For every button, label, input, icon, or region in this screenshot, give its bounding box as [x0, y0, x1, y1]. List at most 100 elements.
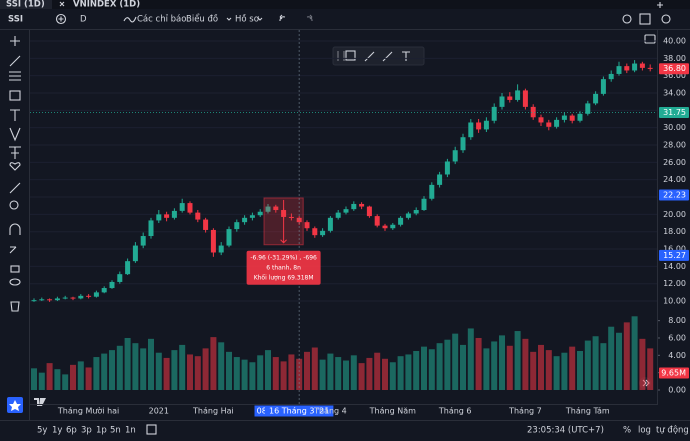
range-button[interactable]: 1p — [96, 426, 107, 436]
volume-bar — [639, 338, 646, 390]
volume-bar — [257, 355, 264, 390]
snapshot[interactable] — [661, 14, 671, 24]
range-button[interactable]: 5y — [37, 426, 47, 436]
draw-brush[interactable] — [364, 51, 375, 62]
y-tick-label: 38.00 — [663, 54, 686, 63]
redo[interactable] — [306, 14, 313, 22]
chart-type[interactable]: Biểu đồ — [186, 14, 218, 25]
icon-tool[interactable] — [9, 162, 21, 171]
price-marker — [659, 107, 689, 119]
tab[interactable] — [0, 0, 52, 9]
x-tick-label: Tháng Mười hai — [57, 406, 119, 416]
candle-body — [86, 295, 92, 297]
shape-tool[interactable] — [9, 90, 21, 101]
magnet-tool[interactable] — [9, 223, 21, 235]
undo[interactable] — [279, 14, 286, 22]
star-icon[interactable] — [9, 400, 21, 411]
candle-body — [398, 217, 404, 225]
range-button[interactable]: 5n — [110, 426, 121, 436]
fib-tool[interactable] — [9, 71, 21, 81]
volume-bar — [530, 351, 537, 390]
crosshair-tool[interactable] — [10, 36, 20, 46]
range-button[interactable]: 1n — [125, 426, 136, 436]
auto-toggle[interactable]: tự động — [656, 425, 689, 436]
prediction-tool[interactable] — [9, 146, 21, 159]
candle-body — [164, 214, 170, 218]
volume-bar — [101, 353, 108, 390]
hide-tool[interactable] — [9, 278, 21, 286]
candle-body — [343, 209, 349, 213]
candle-body — [39, 299, 45, 301]
volume-bar — [109, 350, 115, 390]
candle-body — [156, 214, 162, 221]
volume-bar — [444, 339, 451, 390]
add-tab[interactable] — [657, 2, 663, 8]
dropdown[interactable] — [257, 17, 263, 21]
draw-rect[interactable] — [345, 50, 356, 61]
draw-mode[interactable] — [9, 246, 17, 254]
close-icon[interactable] — [59, 1, 65, 7]
candle-body — [600, 79, 606, 94]
percent-toggle[interactable]: % — [623, 426, 631, 436]
volume-bar — [483, 348, 490, 390]
candle-body — [257, 211, 263, 216]
compare-icon[interactable] — [55, 13, 67, 25]
candle-body — [179, 203, 185, 211]
log-toggle[interactable]: log — [638, 426, 651, 436]
scale-toggle[interactable] — [644, 34, 656, 44]
delete-tool[interactable] — [10, 301, 20, 312]
compare-plus[interactable] — [58, 16, 64, 22]
candle-body — [101, 288, 107, 293]
candle-body — [335, 212, 341, 218]
volume-bar — [70, 364, 76, 390]
indicators[interactable]: Các chỉ báo — [137, 14, 186, 25]
ruler-tool[interactable] — [9, 182, 21, 194]
tab-label[interactable]: VNINDEX (1D) — [73, 0, 140, 10]
indicators-icon[interactable] — [123, 16, 137, 23]
y-tick-label: 10.00 — [663, 297, 686, 306]
volume-bar — [460, 344, 466, 390]
candle-body — [62, 297, 68, 299]
volume-bar — [343, 360, 349, 390]
tab-label[interactable]: SSI (1D) — [6, 0, 45, 10]
candle-body — [288, 216, 294, 218]
settings[interactable] — [622, 14, 632, 24]
symbol[interactable]: SSI — [8, 15, 23, 25]
x-tick-label: Tháng 6 — [438, 407, 472, 416]
drag-handle[interactable] — [337, 51, 345, 61]
volume-bar — [499, 335, 505, 390]
volume-bar — [249, 362, 256, 390]
draw-line[interactable] — [382, 51, 393, 62]
range-button[interactable]: 3p — [81, 426, 92, 436]
volume-tick-label: 0.00 — [668, 386, 686, 395]
price-marker-label: 31.75 — [663, 108, 686, 117]
selection-arrow-head — [280, 239, 287, 244]
dropdown[interactable] — [226, 17, 232, 21]
candle-body — [483, 120, 489, 130]
range-button[interactable]: 1y — [52, 426, 62, 436]
range-button[interactable]: 6p — [66, 426, 77, 436]
draw-text[interactable] — [402, 51, 410, 61]
candle-body — [530, 106, 536, 118]
goto-date[interactable] — [146, 424, 157, 435]
pattern-tool[interactable] — [9, 127, 21, 142]
interval[interactable]: D — [80, 15, 87, 25]
profile[interactable]: Hồ sơ — [235, 14, 260, 25]
measure-bars: 6 thanh, 8n — [266, 264, 301, 271]
candle-body — [624, 66, 630, 71]
volume-bar — [405, 354, 412, 390]
candle-body — [374, 216, 380, 226]
candle-body — [70, 297, 76, 299]
x-tick-label: Tháng Năm — [369, 407, 416, 416]
y-tick-label: 28.00 — [663, 141, 686, 150]
trendline-tool[interactable] — [9, 55, 21, 67]
zoom-tool[interactable] — [9, 200, 19, 210]
candle-body — [327, 217, 333, 231]
candle-body — [577, 113, 583, 121]
lock-tool[interactable] — [10, 265, 20, 273]
candle-body — [554, 119, 560, 127]
fullscreen[interactable] — [639, 13, 651, 25]
y-tick-label: 16.00 — [663, 245, 686, 254]
text-tool[interactable] — [10, 109, 20, 121]
volume-bar — [140, 348, 147, 390]
